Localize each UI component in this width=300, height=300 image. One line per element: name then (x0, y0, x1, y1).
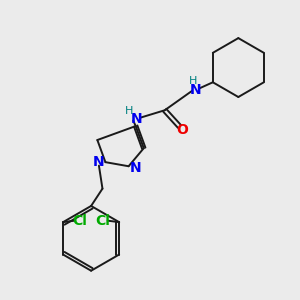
Text: H: H (125, 106, 134, 116)
Text: N: N (129, 161, 141, 175)
Text: Cl: Cl (72, 214, 87, 228)
Text: O: O (176, 123, 188, 137)
Text: Cl: Cl (95, 214, 110, 228)
Text: N: N (131, 112, 142, 126)
Text: N: N (190, 82, 202, 97)
Text: H: H (188, 76, 197, 86)
Text: N: N (93, 154, 105, 169)
